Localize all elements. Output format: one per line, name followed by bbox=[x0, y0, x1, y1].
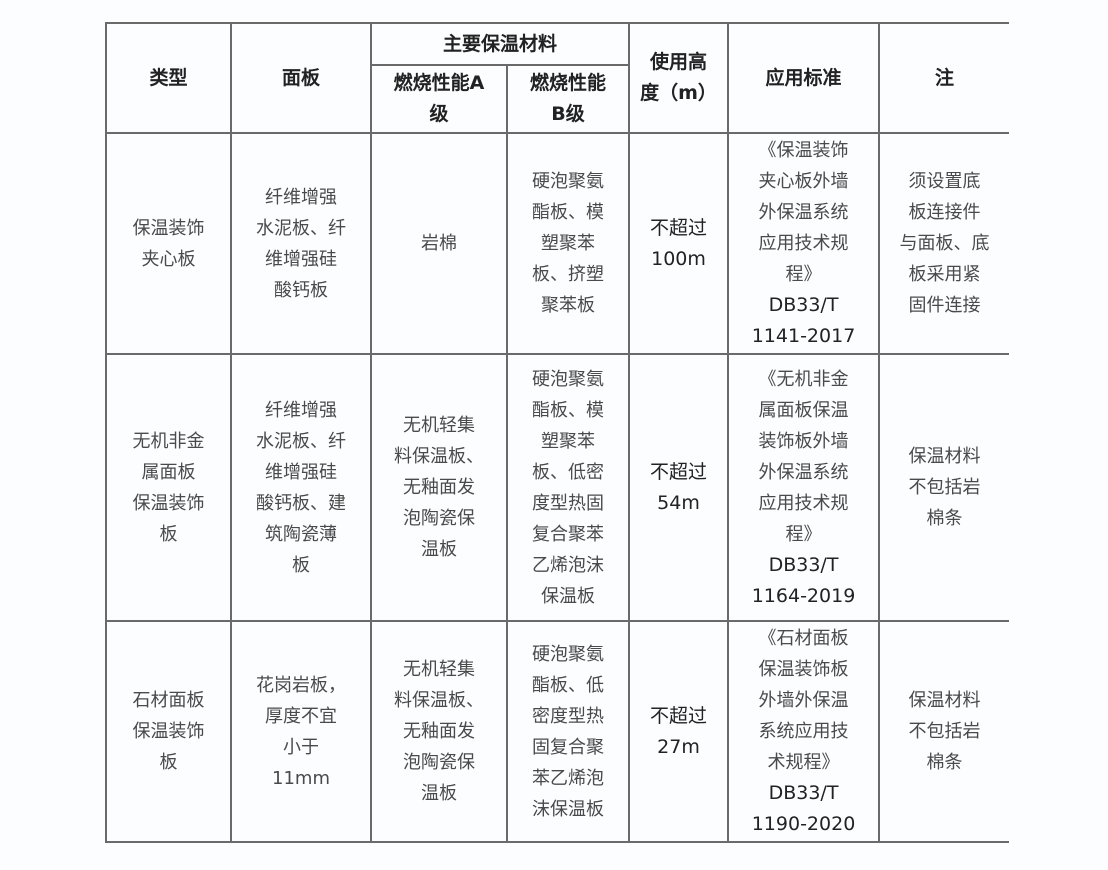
cell-class-b: 硬泡聚氨 酯板、模 塑聚苯 板、挤塑 聚苯板 bbox=[505, 132, 631, 355]
cell-height: 不超过 27m bbox=[628, 620, 730, 843]
cell-panel: 纤维增强 水泥板、纤 维增强硅 酸钙板 bbox=[230, 132, 372, 355]
standard-code: DB33/T 1190-2020 bbox=[751, 782, 856, 835]
standard-code: DB33/T 1141-2017 bbox=[751, 294, 856, 347]
standard-title: 《保温装饰 夹心板外墙 外保温系统 应用技术规 程》 bbox=[758, 140, 849, 285]
cell-type: 石材面板 保温装饰 板 bbox=[105, 620, 232, 843]
cell-class-b: 硬泡聚氨 酯板、低 密度型热 固复合聚 苯乙烯泡 沫保温板 bbox=[505, 620, 631, 843]
standard-title: 《石材面板 保温装饰板 外墙外保温 系统应用技 术规程》 bbox=[758, 628, 849, 773]
cell-panel: 花岗岩板， 厚度不宜 小于 11mm bbox=[230, 620, 372, 843]
table-row: 保温装饰 夹心板 纤维增强 水泥板、纤 维增强硅 酸钙板 岩棉 硬泡聚氨 酯板、… bbox=[105, 132, 1010, 355]
header-panel: 面板 bbox=[230, 22, 372, 134]
header-type: 类型 bbox=[105, 22, 232, 134]
cell-standard: 《无机非金 属面板保温 装饰板外墙 外保温系统 应用技术规 程》 DB33/T 1… bbox=[727, 353, 881, 622]
cell-class-a: 无机轻集 料保温板、 无釉面发 泡陶瓷保 温板 bbox=[370, 353, 508, 622]
header-note: 注 bbox=[878, 22, 1010, 134]
header-standard: 应用标准 bbox=[727, 22, 881, 134]
cell-note: 保温材料 不包括岩 棉条 bbox=[878, 620, 1010, 843]
cell-class-a: 无机轻集 料保温板、 无釉面发 泡陶瓷保 温板 bbox=[370, 620, 508, 843]
cell-note: 保温材料 不包括岩 棉条 bbox=[878, 353, 1010, 622]
cell-type: 无机非金 属面板 保温装饰 板 bbox=[105, 353, 232, 622]
insulation-system-table: 类型 面板 主要保温材料 使用高 度（m） 应用标准 注 燃烧性能A 级 燃烧性… bbox=[105, 22, 1010, 843]
header-height: 使用高 度（m） bbox=[628, 22, 730, 134]
table-row: 无机非金 属面板 保温装饰 板 纤维增强 水泥板、纤 维增强硅 酸钙板、建 筑陶… bbox=[105, 353, 1010, 622]
cell-standard: 《保温装饰 夹心板外墙 外保温系统 应用技术规 程》 DB33/T 1141-20… bbox=[727, 132, 881, 355]
cell-class-a: 岩棉 bbox=[370, 132, 508, 355]
cell-standard: 《石材面板 保温装饰板 外墙外保温 系统应用技 术规程》 DB33/T 1190-… bbox=[727, 620, 881, 843]
header-class-a: 燃烧性能A 级 bbox=[370, 64, 508, 134]
cell-note: 须设置底 板连接件 与面板、底 板采用紧 固件连接 bbox=[878, 132, 1010, 355]
cell-height: 不超过 54m bbox=[628, 353, 730, 622]
cell-panel: 纤维增强 水泥板、纤 维增强硅 酸钙板、建 筑陶瓷薄 板 bbox=[230, 353, 372, 622]
cell-type: 保温装饰 夹心板 bbox=[105, 132, 232, 355]
header-class-b: 燃烧性能 B级 bbox=[505, 64, 630, 134]
table-row: 石材面板 保温装饰 板 花岗岩板， 厚度不宜 小于 11mm 无机轻集 料保温板… bbox=[105, 620, 1010, 843]
standard-title: 《无机非金 属面板保温 装饰板外墙 外保温系统 应用技术规 程》 bbox=[758, 368, 849, 545]
cell-class-b: 硬泡聚氨 酯板、模 塑聚苯 板、低密 度型热固 复合聚苯 乙烯泡沫 保温板 bbox=[505, 353, 631, 622]
header-insulation: 主要保温材料 bbox=[369, 22, 631, 66]
cell-height: 不超过 100m bbox=[628, 132, 730, 355]
standard-code: DB33/T 1164-2019 bbox=[751, 553, 856, 607]
